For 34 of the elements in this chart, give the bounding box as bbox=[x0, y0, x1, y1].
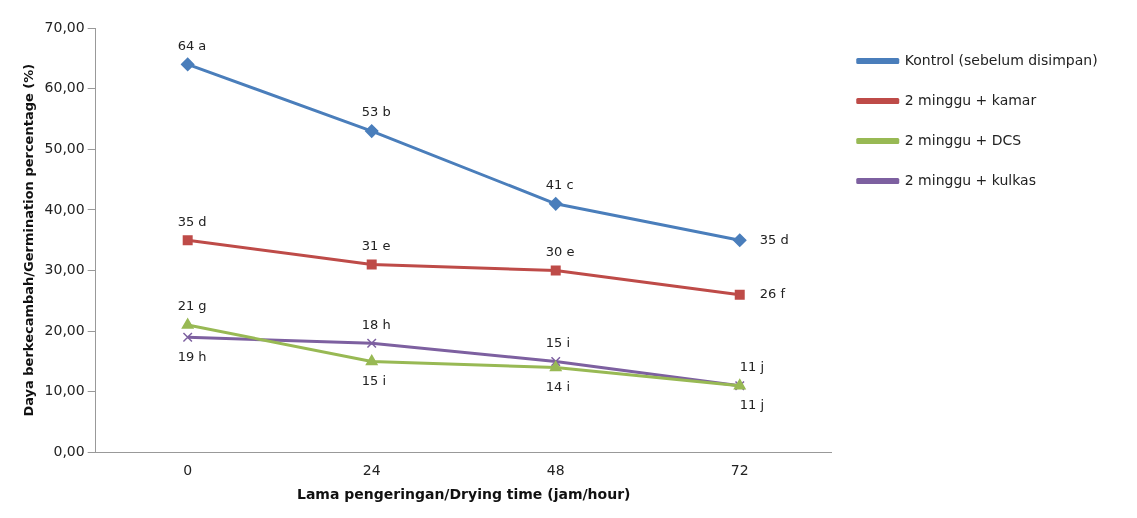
data-label: 35 d bbox=[759, 231, 789, 247]
y-tick-label: 70,00 bbox=[44, 18, 85, 35]
y-tick-label: 0,00 bbox=[53, 443, 85, 460]
data-label: 15 i bbox=[545, 334, 571, 350]
data-label: 19 h bbox=[177, 348, 207, 364]
y-tick-label: 20,00 bbox=[44, 321, 85, 338]
data-label: 64 a bbox=[177, 37, 207, 53]
data-label: 53 b bbox=[361, 104, 391, 120]
data-label: 30 e bbox=[545, 243, 575, 259]
legend-label: Kontrol (sebelum disimpan) bbox=[904, 51, 1098, 68]
legend-label: 2 minggu + DCS bbox=[904, 131, 1022, 148]
x-tick-label: 24 bbox=[362, 462, 381, 479]
y-tick-label: 10,00 bbox=[44, 382, 85, 399]
x-tick-label: 72 bbox=[730, 462, 749, 479]
data-label: 18 h bbox=[361, 316, 391, 332]
y-tick-label: 50,00 bbox=[44, 139, 85, 156]
y-tick-label: 60,00 bbox=[44, 79, 85, 96]
data-label: 15 i bbox=[361, 372, 386, 388]
x-axis-title: Lama pengeringan/Drying time (jam/hour) bbox=[296, 486, 631, 503]
legend-label: 2 minggu + kulkas bbox=[904, 171, 1036, 188]
data-label: 35 d bbox=[177, 213, 207, 229]
legend-label: 2 minggu + kamar bbox=[904, 91, 1037, 108]
y-axis-title: Daya berkecambah/Germination percentage (%) bbox=[21, 63, 37, 417]
x-tick-label: 0 bbox=[183, 462, 193, 479]
data-label: 11 j bbox=[739, 359, 765, 375]
data-label: 14 i bbox=[545, 378, 571, 394]
data-label: 26 f bbox=[759, 286, 786, 302]
data-label: 11 j bbox=[739, 397, 765, 413]
data-label: 41 c bbox=[545, 177, 574, 193]
y-tick-label: 40,00 bbox=[44, 200, 85, 217]
data-label: 31 e bbox=[361, 237, 391, 253]
data-label: 21 g bbox=[177, 298, 207, 314]
x-tick-label: 48 bbox=[546, 462, 565, 479]
y-tick-label: 30,00 bbox=[44, 261, 85, 278]
